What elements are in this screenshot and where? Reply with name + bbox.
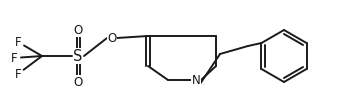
Text: O: O	[73, 75, 83, 88]
Text: N: N	[192, 73, 200, 86]
Text: F: F	[15, 36, 21, 48]
Text: O: O	[107, 31, 117, 44]
Text: O: O	[73, 24, 83, 37]
Text: F: F	[11, 52, 17, 65]
Text: F: F	[15, 68, 21, 81]
Text: S: S	[73, 48, 83, 64]
